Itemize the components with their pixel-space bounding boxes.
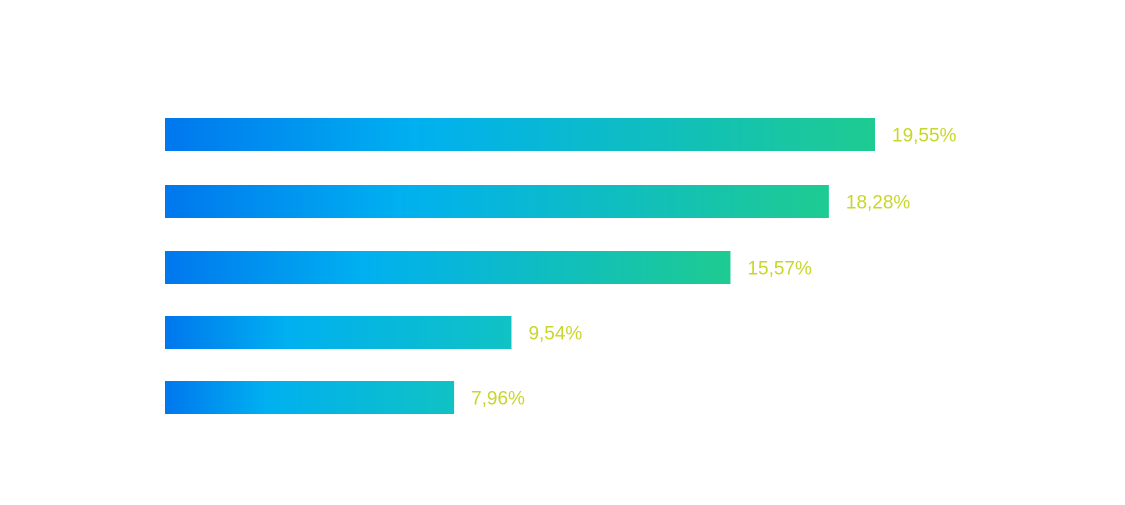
data-label-1: 19,55% [892, 125, 957, 146]
data-label-5: 7,96% [471, 388, 525, 409]
bar-2 [165, 185, 829, 218]
bar-5 [165, 381, 455, 414]
data-label-3: 15,57% [747, 258, 812, 279]
bar-4 [165, 316, 512, 349]
data-label-2: 18,28% [846, 192, 911, 213]
bar-1 [165, 118, 875, 151]
data-label-4: 9,54% [528, 323, 582, 344]
bar-3 [165, 251, 731, 284]
labels-layer: 19,55% 18,28% 15,57% 9,54% 7,96% [471, 125, 956, 409]
bars-layer [165, 118, 875, 414]
